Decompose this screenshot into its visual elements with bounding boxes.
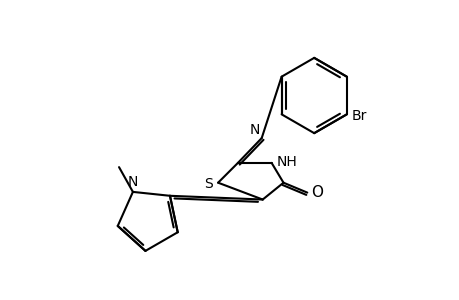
Text: N: N	[128, 175, 138, 189]
Text: S: S	[204, 177, 213, 191]
Text: N: N	[249, 123, 259, 137]
Text: NH: NH	[276, 155, 297, 169]
Text: O: O	[311, 185, 323, 200]
Text: Br: Br	[351, 109, 366, 123]
